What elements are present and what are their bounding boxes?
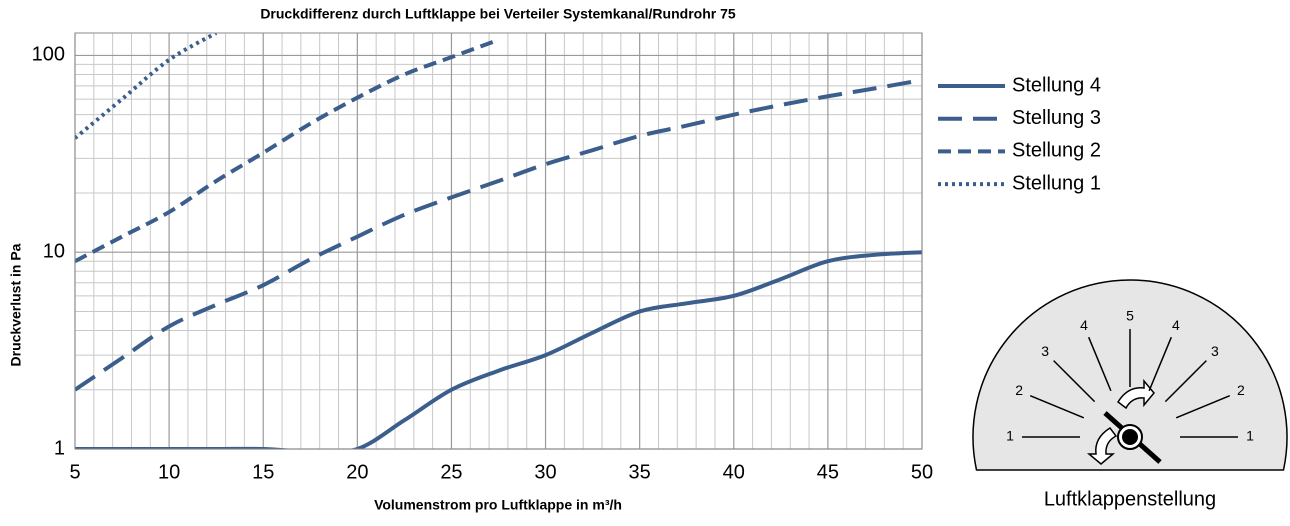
dial-label: 1 [1006, 428, 1014, 444]
legend-label: Stellung 1 [1012, 172, 1101, 194]
x-tick-label: 5 [69, 461, 80, 483]
dial-label: 1 [1246, 428, 1254, 444]
x-tick-label: 35 [629, 461, 651, 483]
x-tick-label: 40 [723, 461, 745, 483]
y-tick-label: 10 [43, 240, 65, 262]
x-tick-label: 25 [440, 461, 462, 483]
dial-label: 2 [1015, 382, 1023, 398]
dial-label: 3 [1041, 343, 1049, 359]
dial-knob-center [1122, 429, 1138, 445]
y-tick-label: 1 [54, 437, 65, 459]
legend-label: Stellung 2 [1012, 140, 1101, 162]
y-axis-label: Druckverlust in Pa [8, 243, 24, 366]
x-tick-label: 20 [346, 461, 368, 483]
legend-label: Stellung 4 [1012, 74, 1101, 96]
dial-label: 5 [1126, 308, 1134, 324]
chart-title: Druckdifferenz durch Luftklappe bei Vert… [260, 6, 736, 22]
grid [75, 33, 922, 449]
dial-label: 3 [1211, 343, 1219, 359]
dial-label: 4 [1080, 317, 1088, 333]
x-axis-label: Volumenstrom pro Luftklappe in m³/h [374, 497, 622, 513]
x-tick-label: 10 [158, 461, 180, 483]
x-tick-label: 45 [817, 461, 839, 483]
plot-frame [75, 33, 922, 449]
dial-label: 2 [1237, 382, 1245, 398]
dial-label: 4 [1172, 317, 1180, 333]
dial-diagram: 1 2 3 4 5 4 3 2 1 [973, 280, 1287, 470]
x-tick-label: 15 [252, 461, 274, 483]
y-tick-label: 100 [32, 44, 65, 66]
dial-caption: Luftklappenstellung [1044, 488, 1216, 510]
series-line [75, 80, 922, 390]
legend: Stellung 4 Stellung 3 Stellung 2 Stellung 1 [938, 74, 1101, 194]
x-tick-label: 30 [534, 461, 556, 483]
x-tick-label: 50 [911, 461, 933, 483]
series-line [75, 40, 499, 261]
chart: Druckdifferenz durch Luftklappe bei Vert… [0, 0, 1290, 526]
legend-label: Stellung 3 [1012, 107, 1101, 129]
